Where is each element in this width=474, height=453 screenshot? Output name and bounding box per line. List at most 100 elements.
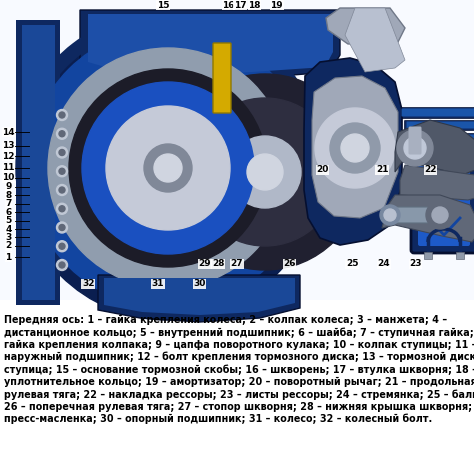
Circle shape bbox=[56, 166, 67, 177]
Circle shape bbox=[59, 206, 65, 212]
Circle shape bbox=[56, 147, 67, 158]
FancyBboxPatch shape bbox=[213, 43, 231, 113]
Circle shape bbox=[167, 74, 363, 270]
FancyBboxPatch shape bbox=[456, 252, 464, 259]
Circle shape bbox=[432, 207, 448, 223]
Circle shape bbox=[56, 203, 67, 214]
Circle shape bbox=[59, 262, 65, 268]
Text: 24: 24 bbox=[378, 259, 390, 268]
Circle shape bbox=[56, 260, 67, 270]
FancyBboxPatch shape bbox=[409, 126, 421, 154]
FancyBboxPatch shape bbox=[411, 135, 474, 141]
Circle shape bbox=[59, 187, 65, 193]
Text: 18: 18 bbox=[248, 1, 261, 10]
Text: 11: 11 bbox=[2, 163, 15, 172]
Circle shape bbox=[154, 154, 182, 182]
Circle shape bbox=[144, 144, 192, 192]
Polygon shape bbox=[304, 58, 402, 245]
Circle shape bbox=[56, 222, 67, 233]
Polygon shape bbox=[400, 165, 474, 200]
Circle shape bbox=[59, 243, 65, 249]
Text: 10: 10 bbox=[2, 173, 15, 182]
Polygon shape bbox=[16, 20, 60, 305]
Text: 27: 27 bbox=[231, 259, 243, 268]
Circle shape bbox=[56, 184, 67, 196]
Text: 21: 21 bbox=[376, 165, 388, 174]
Text: 32: 32 bbox=[82, 279, 94, 288]
Circle shape bbox=[384, 209, 396, 221]
FancyBboxPatch shape bbox=[407, 121, 474, 129]
Circle shape bbox=[426, 201, 454, 229]
FancyBboxPatch shape bbox=[419, 159, 468, 169]
Polygon shape bbox=[88, 14, 333, 76]
Polygon shape bbox=[312, 76, 398, 218]
Text: 20: 20 bbox=[317, 165, 329, 174]
Circle shape bbox=[16, 16, 320, 320]
Text: 16: 16 bbox=[222, 1, 235, 10]
Circle shape bbox=[404, 137, 426, 159]
FancyBboxPatch shape bbox=[401, 109, 474, 116]
Text: 29: 29 bbox=[199, 259, 211, 268]
Circle shape bbox=[56, 110, 67, 120]
FancyBboxPatch shape bbox=[0, 0, 474, 300]
Text: 15: 15 bbox=[157, 1, 169, 10]
Circle shape bbox=[56, 241, 67, 252]
Circle shape bbox=[56, 128, 67, 139]
Text: 14: 14 bbox=[2, 128, 15, 137]
Circle shape bbox=[59, 112, 65, 118]
FancyBboxPatch shape bbox=[389, 207, 441, 223]
Circle shape bbox=[191, 98, 339, 246]
FancyBboxPatch shape bbox=[418, 146, 470, 246]
Text: Передняя ось: 1 – гайка крепления колеса; 2 – колпак колеса; 3 – манжета; 4 –
ди: Передняя ось: 1 – гайка крепления колеса… bbox=[4, 315, 474, 424]
FancyBboxPatch shape bbox=[417, 148, 472, 154]
Text: 17: 17 bbox=[234, 1, 246, 10]
Circle shape bbox=[69, 69, 267, 267]
Text: 7: 7 bbox=[5, 199, 12, 208]
FancyBboxPatch shape bbox=[410, 134, 474, 144]
FancyBboxPatch shape bbox=[400, 107, 474, 119]
FancyBboxPatch shape bbox=[411, 139, 474, 253]
Polygon shape bbox=[104, 278, 295, 315]
Text: 28: 28 bbox=[212, 259, 224, 268]
FancyBboxPatch shape bbox=[404, 120, 474, 130]
Text: 5: 5 bbox=[5, 216, 12, 225]
Text: 2: 2 bbox=[5, 241, 12, 251]
Text: 3: 3 bbox=[5, 233, 12, 242]
Polygon shape bbox=[98, 275, 300, 322]
Text: 30: 30 bbox=[193, 279, 206, 288]
Circle shape bbox=[106, 106, 230, 230]
Text: 4: 4 bbox=[5, 225, 12, 234]
Polygon shape bbox=[80, 10, 340, 82]
Text: 6: 6 bbox=[5, 208, 12, 217]
Circle shape bbox=[59, 168, 65, 174]
Circle shape bbox=[247, 154, 283, 190]
Circle shape bbox=[380, 205, 400, 225]
Text: 9: 9 bbox=[5, 182, 12, 191]
Circle shape bbox=[229, 136, 301, 208]
Text: 25: 25 bbox=[346, 259, 358, 268]
Text: 8: 8 bbox=[5, 191, 12, 200]
Circle shape bbox=[397, 130, 433, 166]
Circle shape bbox=[48, 48, 288, 288]
Text: 13: 13 bbox=[2, 141, 15, 150]
Circle shape bbox=[315, 108, 395, 188]
Circle shape bbox=[28, 28, 308, 308]
Text: 31: 31 bbox=[152, 279, 164, 288]
Text: 1: 1 bbox=[5, 253, 12, 262]
Text: 22: 22 bbox=[424, 165, 437, 174]
Polygon shape bbox=[326, 8, 405, 44]
Text: 26: 26 bbox=[283, 259, 296, 268]
Circle shape bbox=[341, 134, 369, 162]
Polygon shape bbox=[395, 120, 474, 175]
Circle shape bbox=[82, 82, 254, 254]
Polygon shape bbox=[22, 25, 55, 300]
FancyBboxPatch shape bbox=[421, 160, 466, 167]
Text: 23: 23 bbox=[410, 259, 422, 268]
Text: 12: 12 bbox=[2, 152, 15, 161]
FancyBboxPatch shape bbox=[424, 252, 432, 259]
Circle shape bbox=[330, 123, 380, 173]
Circle shape bbox=[59, 225, 65, 231]
Text: 19: 19 bbox=[271, 1, 283, 10]
Circle shape bbox=[59, 131, 65, 137]
Polygon shape bbox=[382, 195, 474, 242]
